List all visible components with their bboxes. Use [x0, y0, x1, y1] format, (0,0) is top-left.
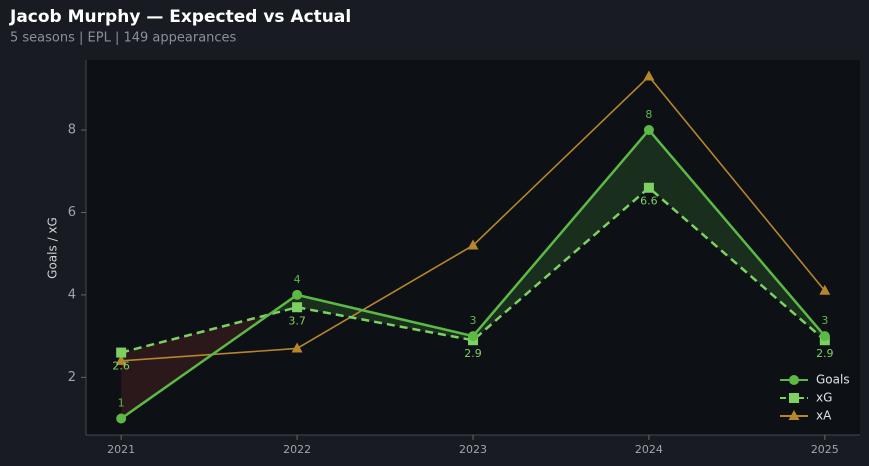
marker	[819, 284, 831, 295]
series-line	[120, 186, 826, 354]
marker	[643, 70, 655, 81]
legend-label: xA	[816, 409, 832, 423]
y-tick-label: 6	[68, 205, 76, 220]
marker	[643, 125, 654, 136]
x-tick-label: 2022	[283, 443, 311, 456]
marker	[643, 182, 654, 193]
marker	[116, 347, 127, 358]
y-tick-label: 8	[68, 123, 76, 138]
data-label: 1	[118, 397, 125, 410]
chart-title: Jacob Murphy — Expected vs Actual	[9, 7, 351, 27]
marker	[291, 342, 303, 353]
data-label: 8	[645, 108, 652, 121]
marker	[116, 413, 127, 424]
marker	[467, 239, 479, 250]
x-tick-label: 2025	[811, 443, 839, 456]
marker	[468, 331, 478, 342]
marker	[292, 302, 303, 313]
data-label: 6.6	[640, 195, 658, 208]
data-label: 3	[470, 314, 477, 327]
data-label: 2.9	[816, 347, 834, 360]
data-label: 4	[294, 273, 301, 286]
legend-label: Goals	[816, 373, 850, 387]
y-tick-label: 2	[68, 370, 76, 385]
legend-marker	[788, 410, 800, 420]
data-label: 2.9	[464, 347, 482, 360]
y-axis-label: Goals / xG	[46, 217, 60, 279]
data-label: 3	[821, 314, 828, 327]
marker	[115, 354, 127, 365]
data-label: 3.7	[288, 314, 306, 327]
marker	[292, 289, 303, 300]
data-label: 2.6	[112, 360, 130, 373]
x-tick-label: 2023	[459, 443, 487, 456]
marker	[819, 331, 830, 342]
x-tick-label: 2024	[635, 443, 663, 456]
chart-subtitle: 5 seasons | EPL | 149 appearances	[10, 31, 237, 46]
legend-marker	[789, 393, 799, 403]
legend-label: xG	[816, 391, 832, 405]
legend-marker	[789, 375, 799, 385]
x-tick-label: 2021	[107, 443, 135, 456]
y-tick-label: 4	[68, 287, 76, 302]
